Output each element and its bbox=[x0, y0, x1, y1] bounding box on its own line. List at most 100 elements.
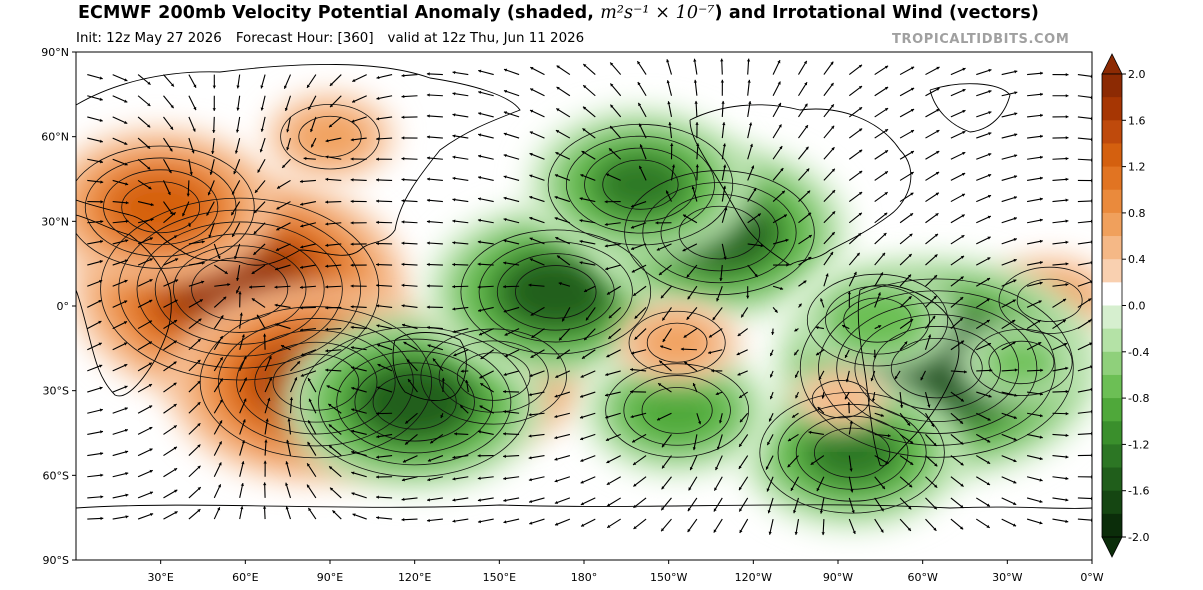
wind-vector bbox=[231, 180, 241, 195]
wind-vector bbox=[530, 66, 545, 76]
wind-vector bbox=[950, 317, 964, 329]
wind-vector bbox=[239, 440, 245, 456]
wind-vector bbox=[721, 207, 728, 223]
wind-vector bbox=[693, 79, 698, 96]
wind-vector bbox=[188, 299, 204, 308]
colorbar-segment bbox=[1102, 143, 1122, 168]
wind-vector bbox=[1001, 433, 1017, 441]
wind-vector bbox=[848, 252, 861, 266]
wind-vector bbox=[899, 274, 912, 287]
wind-vector bbox=[503, 89, 520, 97]
wind-vector bbox=[1026, 518, 1043, 525]
wind-vector bbox=[1052, 476, 1069, 481]
wind-vector bbox=[264, 418, 269, 435]
wind-vector bbox=[137, 513, 154, 520]
wind-vector bbox=[329, 487, 342, 499]
wind-vector bbox=[631, 264, 647, 273]
wind-vector bbox=[234, 137, 241, 154]
wind-vector bbox=[213, 264, 229, 275]
wind-vector bbox=[1027, 113, 1044, 118]
contour-line bbox=[890, 337, 983, 399]
wind-vector bbox=[503, 111, 520, 118]
wind-vector bbox=[401, 177, 418, 182]
wind-vector bbox=[1052, 412, 1069, 416]
wind-vector bbox=[249, 285, 266, 289]
wind-vector bbox=[686, 264, 698, 278]
wind-vector bbox=[188, 261, 205, 266]
wind-vector bbox=[477, 154, 494, 160]
wind-vector bbox=[529, 195, 545, 203]
wind-vector bbox=[666, 59, 673, 75]
wind-vector bbox=[798, 190, 811, 202]
wind-vector bbox=[555, 236, 571, 245]
wind-vector bbox=[529, 216, 545, 224]
wind-vector bbox=[503, 68, 520, 76]
wind-vector bbox=[208, 222, 215, 238]
wind-vector bbox=[655, 221, 672, 225]
wind-vector bbox=[376, 516, 393, 520]
wind-vector bbox=[808, 430, 824, 435]
wind-vector bbox=[352, 513, 367, 520]
wind-vector bbox=[188, 422, 201, 435]
colorbar-tick-label: 0.4 bbox=[1128, 253, 1146, 266]
wind-vector bbox=[87, 320, 102, 330]
contour-line bbox=[660, 193, 779, 272]
wind-vector bbox=[460, 369, 469, 373]
wind-vector bbox=[284, 95, 292, 112]
wind-vector bbox=[638, 123, 647, 139]
wind-vector bbox=[503, 389, 520, 394]
contour-line bbox=[103, 169, 219, 246]
wind-vector bbox=[235, 116, 241, 133]
wind-vector bbox=[658, 264, 672, 276]
wind-vector bbox=[747, 79, 751, 96]
wind-vector bbox=[163, 403, 177, 414]
wind-vector bbox=[579, 219, 596, 224]
wind-vector bbox=[307, 95, 317, 111]
wind-vector bbox=[480, 382, 494, 393]
wind-vector bbox=[477, 197, 494, 203]
wind-vector bbox=[262, 505, 267, 520]
wind-vector bbox=[289, 377, 298, 393]
colorbar-segment bbox=[1102, 120, 1122, 144]
wind-vector bbox=[452, 155, 469, 160]
colorbar-segment bbox=[1102, 97, 1122, 121]
wind-vector bbox=[821, 519, 825, 536]
wind-vector bbox=[1052, 342, 1068, 351]
wind-vector bbox=[163, 74, 175, 87]
wind-vector bbox=[1001, 279, 1017, 287]
wind-vector bbox=[772, 145, 783, 160]
wind-vector bbox=[300, 222, 317, 228]
wind-vector bbox=[401, 476, 418, 482]
wind-vector bbox=[290, 360, 301, 372]
wind-vector bbox=[529, 131, 545, 139]
wind-vector bbox=[1026, 412, 1043, 418]
wind-vector bbox=[899, 295, 912, 308]
wind-vector bbox=[1001, 497, 1017, 506]
wind-vector bbox=[351, 386, 367, 393]
wind-vector bbox=[687, 285, 698, 300]
wind-vector bbox=[1026, 476, 1043, 482]
wind-vector bbox=[275, 243, 291, 252]
wind-vector bbox=[582, 128, 596, 139]
wind-vector bbox=[163, 511, 178, 520]
coast-greenland bbox=[929, 83, 1011, 133]
wind-vector bbox=[696, 413, 702, 425]
wind-vector bbox=[561, 307, 571, 322]
wind-vector bbox=[874, 497, 884, 512]
wind-vector bbox=[1027, 155, 1044, 160]
wind-vector bbox=[738, 455, 749, 470]
colorbar-segment bbox=[1102, 467, 1122, 492]
wind-vector bbox=[657, 382, 672, 393]
wind-vector bbox=[630, 243, 647, 250]
contour-line bbox=[154, 233, 325, 345]
wind-vector bbox=[188, 380, 201, 393]
wind-vector bbox=[87, 451, 104, 457]
wind-vector bbox=[1001, 412, 1018, 420]
wind-vector bbox=[633, 497, 647, 509]
wind-vector bbox=[683, 328, 698, 339]
wind-vector bbox=[137, 95, 151, 107]
wind-vector bbox=[503, 306, 520, 313]
wind-vector bbox=[582, 63, 596, 75]
wind-vector bbox=[694, 100, 698, 117]
wind-vector bbox=[376, 95, 393, 100]
